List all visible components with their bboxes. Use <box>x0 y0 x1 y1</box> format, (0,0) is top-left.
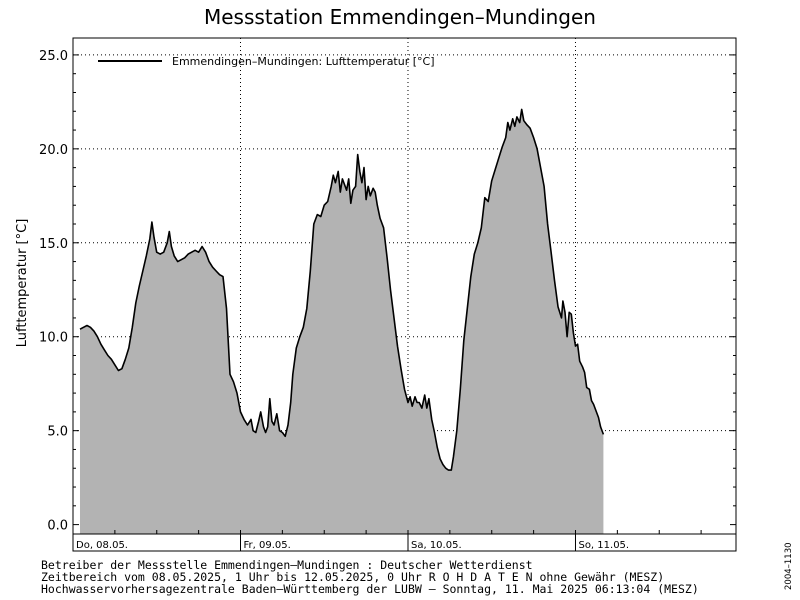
day-tick-label: Do, 08.05. <box>76 540 128 551</box>
y-tick-label: 15.0 <box>39 237 68 252</box>
day-tick-label: Fr, 09.05. <box>243 540 290 551</box>
y-tick-label: 20.0 <box>39 143 68 158</box>
legend-label: Emmendingen–Mundingen: Lufttemperatur [°… <box>172 55 435 68</box>
y-tick-label: 25.0 <box>39 49 68 64</box>
day-tick-label: So, 11.05. <box>578 540 629 551</box>
day-tick-label: Sa, 10.05. <box>411 540 462 551</box>
chart-code: 2004–1130 <box>784 542 794 590</box>
plot-frame <box>72 37 737 552</box>
temperature-area <box>79 109 604 535</box>
footer-time-range: Zeitbereich vom 08.05.2025, 1 Uhr bis 12… <box>41 570 665 584</box>
y-tick-label: 0.0 <box>47 519 68 534</box>
y-tick-label: 5.0 <box>47 425 68 440</box>
temperature-line <box>79 108 605 471</box>
footer-operator: Betreiber der Messstelle Emmendingen–Mun… <box>41 558 533 572</box>
chart-title: Messstation Emmendingen–Mundingen <box>204 5 596 29</box>
footer-publisher: Hochwasservorhersagezentrale Baden–Württ… <box>41 582 699 596</box>
y-tick-label: 10.0 <box>39 331 68 346</box>
legend: Emmendingen–Mundingen: Lufttemperatur [°… <box>98 55 435 68</box>
y-axis-label: Lufttemperatur [°C] <box>15 219 30 348</box>
